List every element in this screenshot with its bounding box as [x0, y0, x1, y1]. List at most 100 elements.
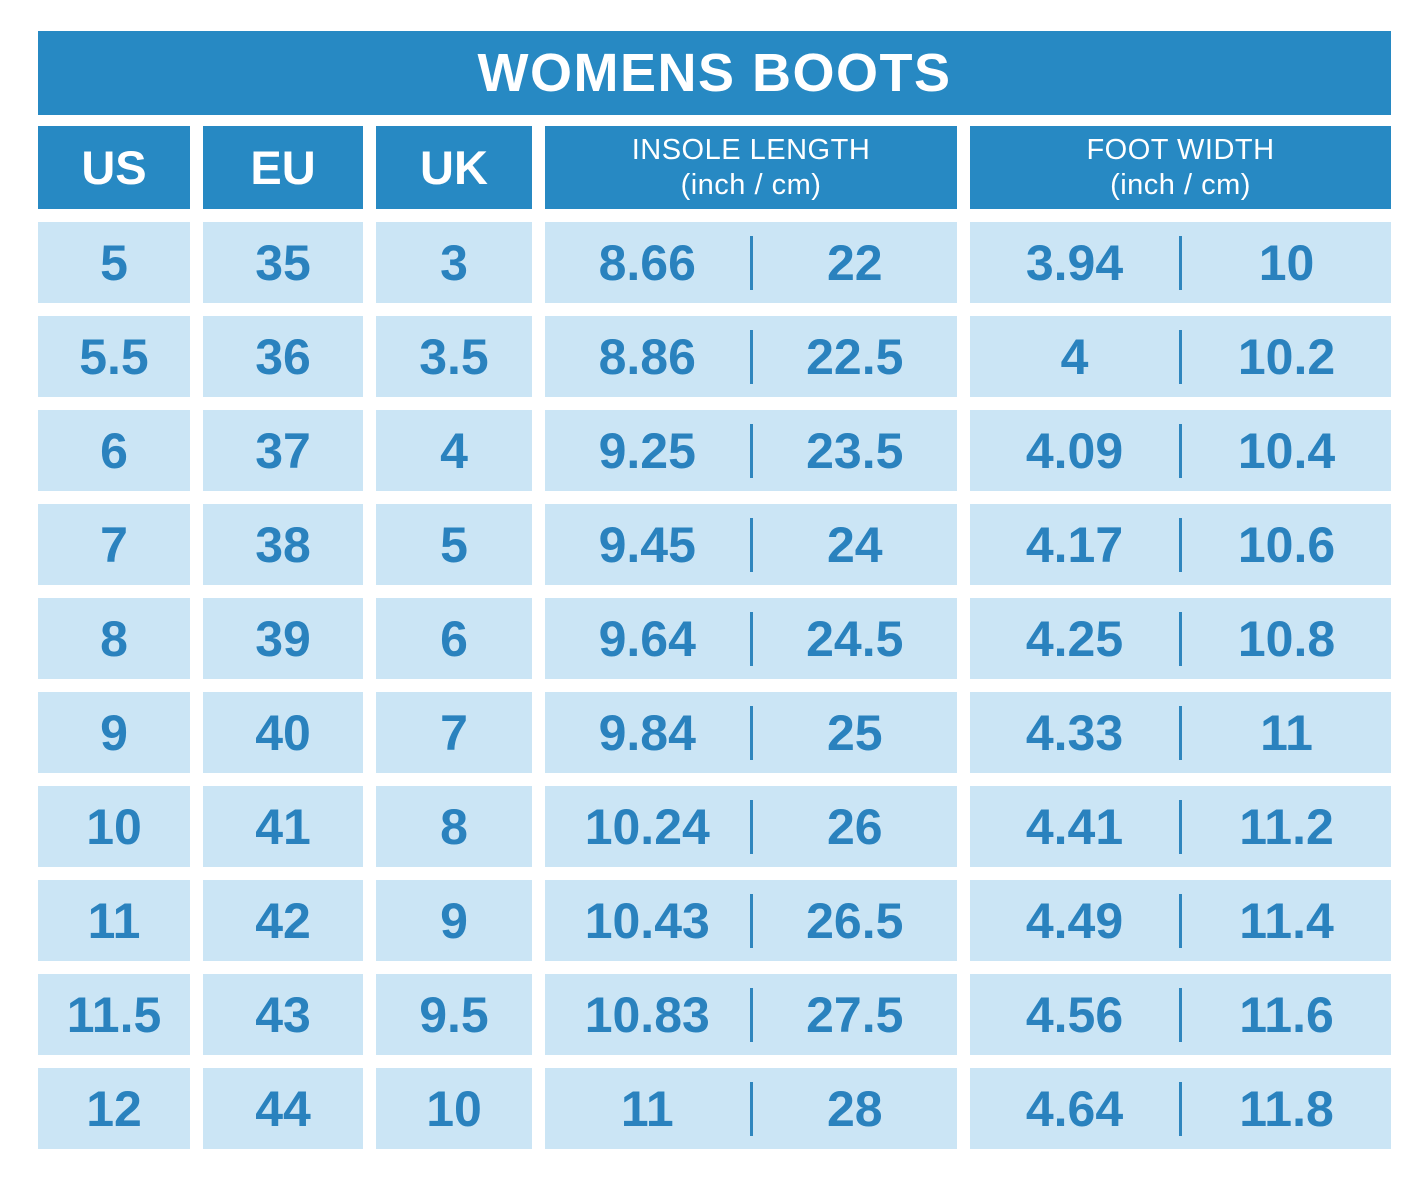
cell-eu: 38: [203, 504, 363, 585]
insole-inch-value: 9.25: [598, 422, 696, 479]
cell-insole-length: 9.84 25: [545, 692, 957, 773]
insole-inch-value: 8.66: [598, 234, 696, 291]
width-inch-value: 4.56: [1025, 986, 1124, 1043]
cell-foot-width: 4.33 11: [970, 692, 1391, 773]
insole-cm-value: 26.5: [806, 892, 904, 949]
cell-insole-length: 10.83 27.5: [545, 974, 957, 1055]
inch-cm-divider: [1179, 235, 1182, 290]
width-inch-value: 4: [1060, 328, 1089, 385]
cell-insole-length: 11 28: [545, 1068, 957, 1149]
cell-eu: 35: [203, 222, 363, 303]
cell-eu: 36: [203, 316, 363, 397]
cell-us: 8: [38, 598, 190, 679]
insole-cm-value: 22.5: [806, 328, 904, 385]
foot-width-unit: (inch / cm): [1110, 168, 1251, 201]
insole-cm-value: 28: [826, 1080, 883, 1137]
inch-cm-divider: [1179, 329, 1182, 384]
width-cm-value: 11.8: [1239, 1080, 1334, 1137]
insole-inch-value: 10.83: [584, 986, 710, 1043]
cell-uk: 7: [376, 692, 532, 773]
insole-inch-value: 9.45: [598, 516, 696, 573]
size-chart: WOMENS BOOTS US EU UK INSOLE LENGTH (inc…: [38, 31, 1391, 1149]
width-cm-value: 11: [1260, 704, 1313, 761]
width-cm-value: 11.2: [1239, 798, 1334, 855]
cell-uk: 6: [376, 598, 532, 679]
column-header-us: US: [38, 126, 190, 209]
inch-cm-divider: [1179, 799, 1182, 854]
cell-insole-length: 8.86 22.5: [545, 316, 957, 397]
cell-us: 11.5: [38, 974, 190, 1055]
cell-us: 5.5: [38, 316, 190, 397]
cell-foot-width: 4.56 11.6: [970, 974, 1391, 1055]
cell-foot-width: 3.94 10: [970, 222, 1391, 303]
cell-eu: 39: [203, 598, 363, 679]
cell-insole-length: 10.43 26.5: [545, 880, 957, 961]
width-inch-value: 4.41: [1025, 798, 1124, 855]
inch-cm-divider: [1179, 987, 1182, 1042]
inch-cm-divider: [1179, 423, 1182, 478]
cell-insole-length: 9.45 24: [545, 504, 957, 585]
inch-cm-divider: [1179, 1081, 1182, 1136]
cell-eu: 41: [203, 786, 363, 867]
width-inch-value: 4.09: [1025, 422, 1124, 479]
insole-cm-value: 24.5: [806, 610, 904, 667]
cell-foot-width: 4 10.2: [970, 316, 1391, 397]
inch-cm-divider: [749, 705, 753, 760]
cell-eu: 40: [203, 692, 363, 773]
inch-cm-divider: [749, 235, 753, 290]
cell-foot-width: 4.09 10.4: [970, 410, 1391, 491]
width-cm-value: 10.2: [1237, 328, 1336, 385]
cell-us: 10: [38, 786, 190, 867]
cell-eu: 37: [203, 410, 363, 491]
cell-us: 7: [38, 504, 190, 585]
cell-uk: 8: [376, 786, 532, 867]
width-inch-value: 4.17: [1025, 516, 1124, 573]
chart-title: WOMENS BOOTS: [38, 31, 1391, 115]
cell-uk: 5: [376, 504, 532, 585]
insole-length-label: INSOLE LENGTH: [631, 134, 871, 167]
width-inch-value: 4.49: [1025, 892, 1124, 949]
insole-cm-value: 23.5: [806, 422, 904, 479]
width-inch-value: 3.94: [1025, 234, 1124, 291]
cell-eu: 44: [203, 1068, 363, 1149]
width-inch-value: 4.25: [1025, 610, 1124, 667]
width-cm-value: 10: [1258, 234, 1315, 291]
insole-inch-value: 9.64: [598, 610, 696, 667]
inch-cm-divider: [1179, 611, 1182, 666]
inch-cm-divider: [749, 893, 753, 948]
cell-uk: 3: [376, 222, 532, 303]
width-cm-value: 10.4: [1237, 422, 1336, 479]
inch-cm-divider: [1179, 517, 1182, 572]
cell-uk: 3.5: [376, 316, 532, 397]
cell-foot-width: 4.25 10.8: [970, 598, 1391, 679]
cell-uk: 9.5: [376, 974, 532, 1055]
inch-cm-divider: [749, 1081, 753, 1136]
insole-cm-value: 24: [826, 516, 883, 573]
cell-foot-width: 4.49 11.4: [970, 880, 1391, 961]
cell-insole-length: 8.66 22: [545, 222, 957, 303]
insole-inch-value: 9.84: [598, 704, 696, 761]
column-header-uk: UK: [376, 126, 532, 209]
inch-cm-divider: [749, 987, 753, 1042]
inch-cm-divider: [749, 517, 753, 572]
insole-inch-value: 8.86: [598, 328, 696, 385]
cell-us: 11: [38, 880, 190, 961]
cell-us: 12: [38, 1068, 190, 1149]
cell-us: 6: [38, 410, 190, 491]
insole-length-unit: (inch / cm): [680, 168, 822, 201]
column-header-insole-length: INSOLE LENGTH (inch / cm): [545, 126, 957, 209]
insole-inch-value: 11: [620, 1080, 674, 1137]
inch-cm-divider: [1179, 705, 1182, 760]
cell-uk: 9: [376, 880, 532, 961]
insole-cm-value: 22: [826, 234, 883, 291]
cell-uk: 4: [376, 410, 532, 491]
cell-foot-width: 4.41 11.2: [970, 786, 1391, 867]
inch-cm-divider: [749, 611, 753, 666]
cell-uk: 10: [376, 1068, 532, 1149]
column-header-foot-width: FOOT WIDTH (inch / cm): [970, 126, 1391, 209]
inch-cm-divider: [749, 799, 753, 854]
width-cm-value: 11.6: [1239, 986, 1334, 1043]
cell-us: 9: [38, 692, 190, 773]
cell-insole-length: 9.25 23.5: [545, 410, 957, 491]
insole-cm-value: 25: [826, 704, 883, 761]
